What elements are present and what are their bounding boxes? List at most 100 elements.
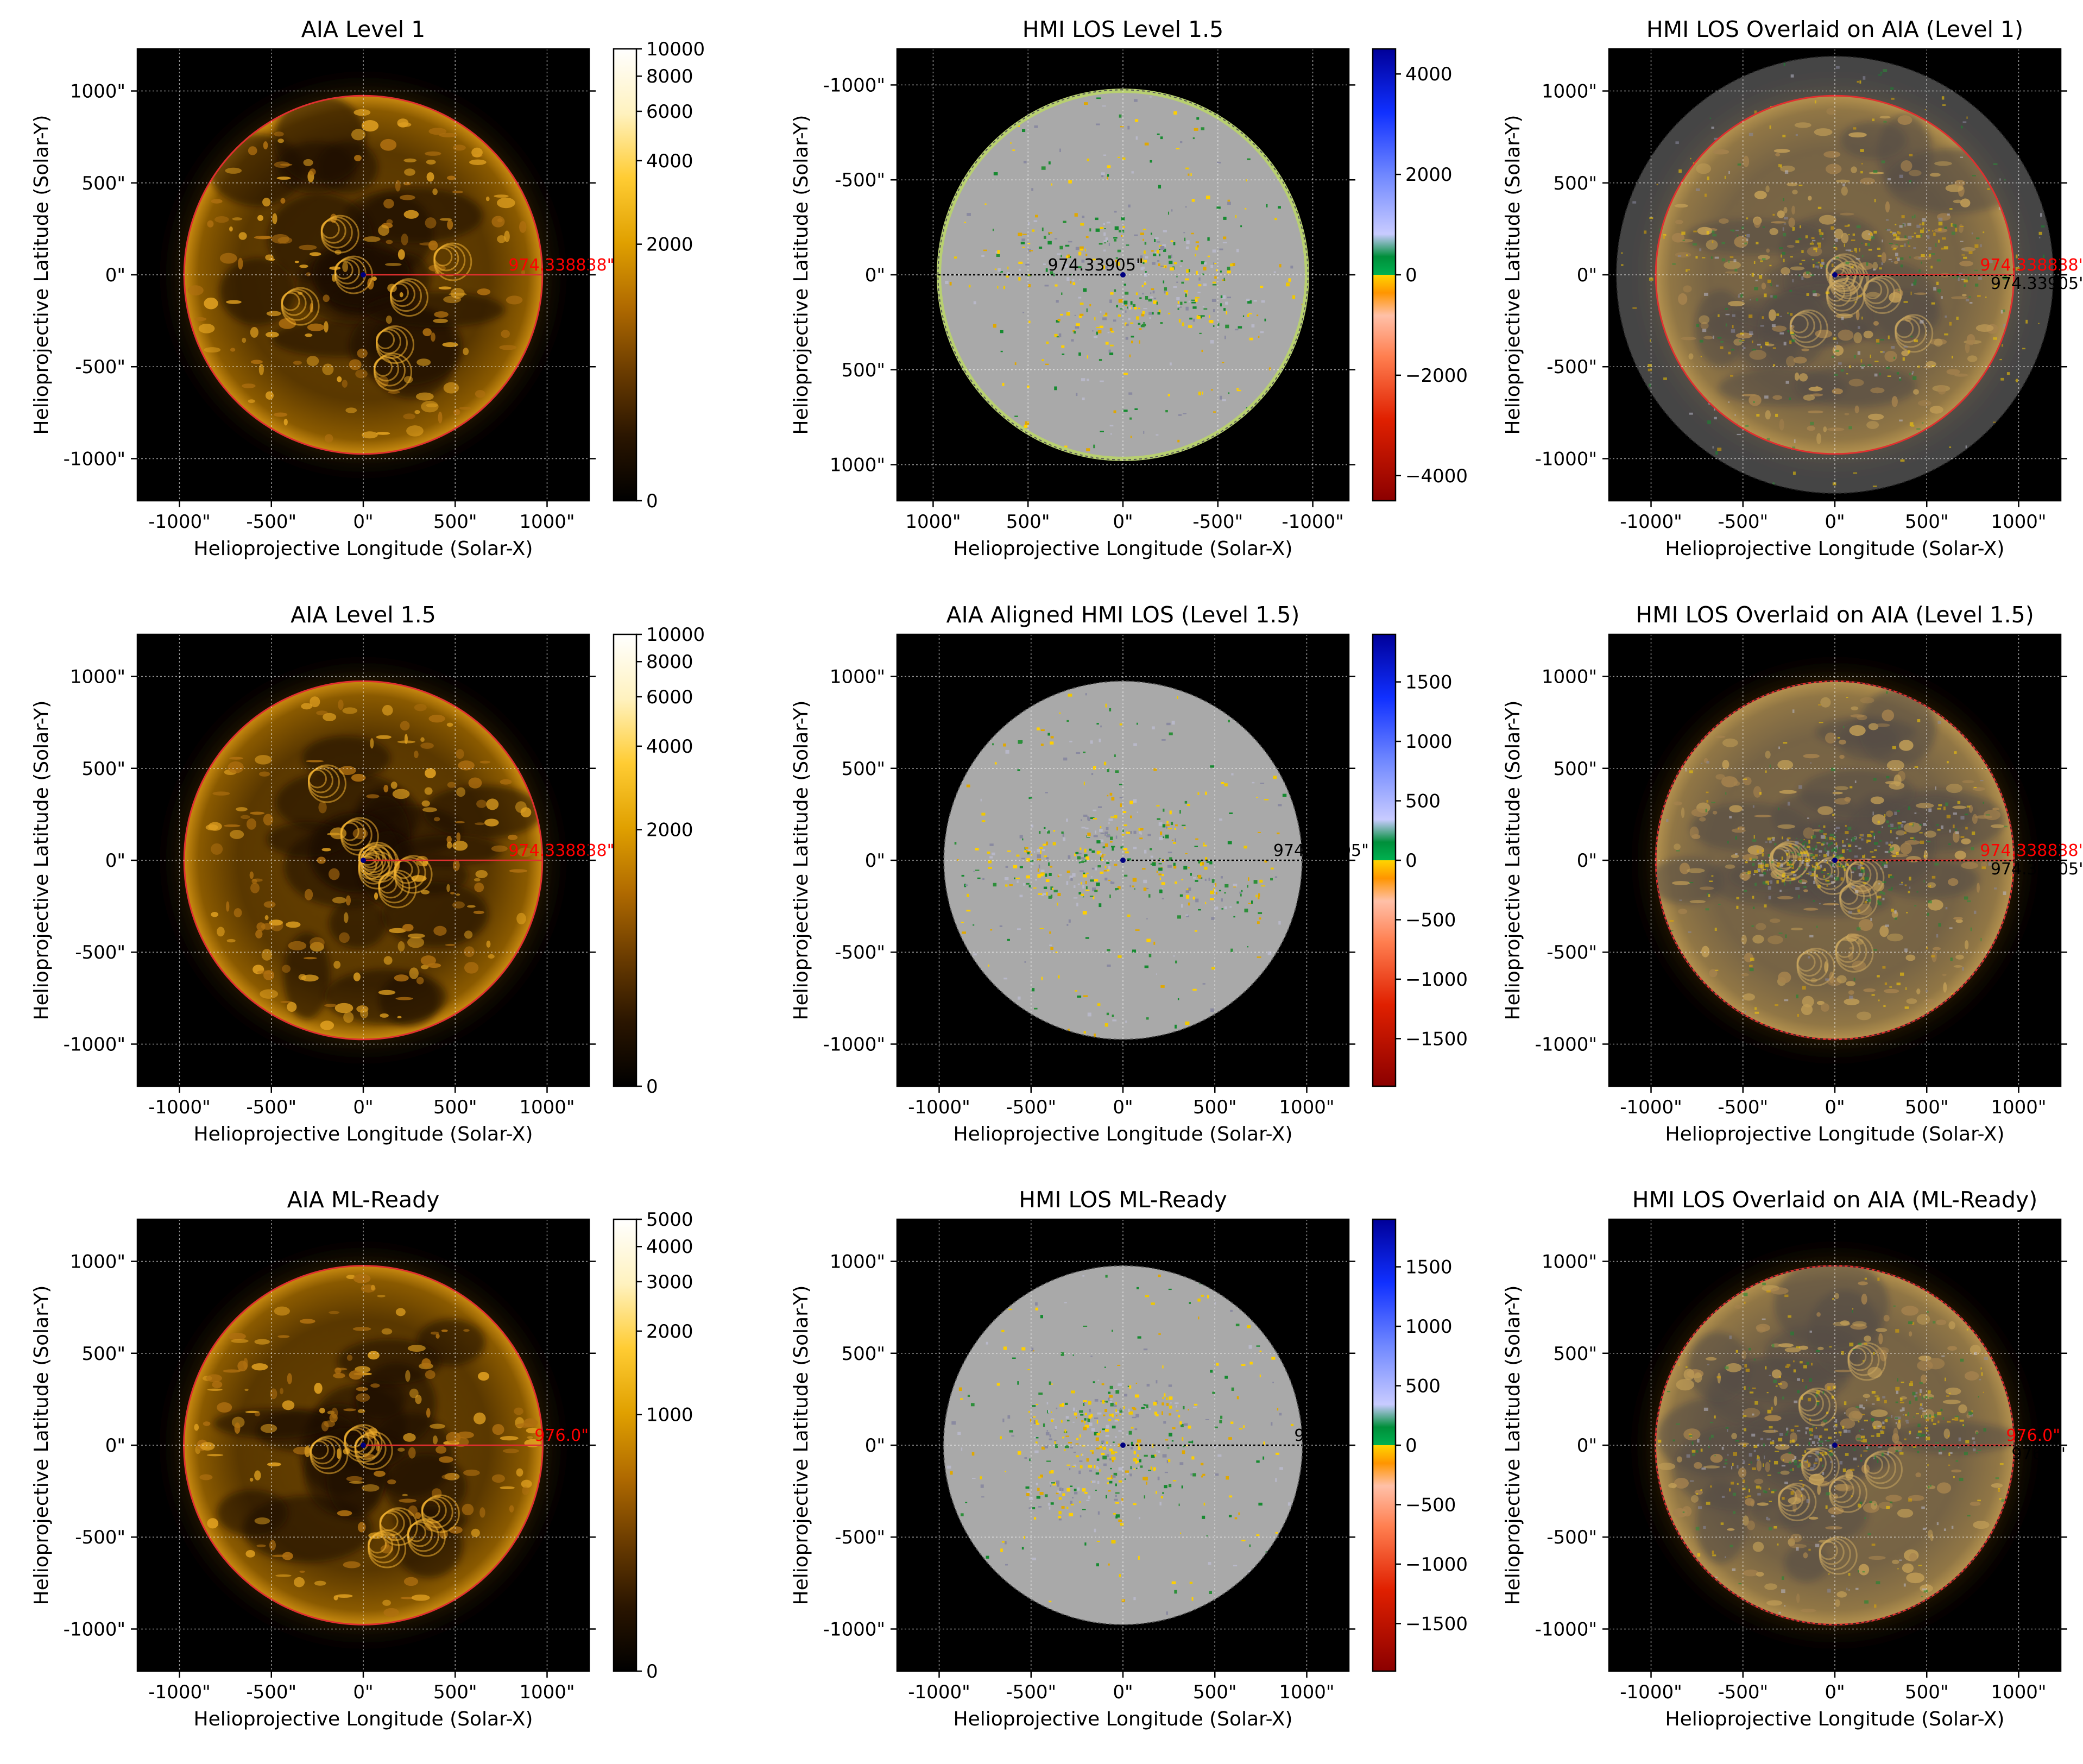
colorbar-tick-label: 2000	[646, 1321, 693, 1343]
x-tick-label: 1000"	[1279, 1097, 1334, 1118]
x-tick-label: 0"	[1825, 511, 1845, 533]
image-layer	[1609, 1219, 2061, 1671]
x-tick-label: -500"	[246, 511, 296, 533]
x-tick-label: 1000"	[1991, 511, 2046, 533]
y-tick-label: 0"	[105, 850, 125, 872]
x-tick-label: -1000"	[908, 1097, 970, 1118]
y-axis-label: Helioprojective Latitude (Solar-Y)	[790, 115, 812, 435]
image-layer	[897, 1219, 1349, 1671]
solar-texture	[1671, 108, 2014, 445]
y-tick-label: -500"	[75, 942, 125, 963]
x-tick-label: 0"	[1113, 1681, 1133, 1703]
x-tick-label: 0"	[353, 1681, 373, 1703]
y-tick-label: 500"	[1553, 758, 1597, 780]
y-tick-label: 1000"	[1542, 81, 1597, 103]
disk-center-marker	[1120, 1442, 1126, 1448]
colorbar: −4000 −2000 0 2000 4000	[1372, 48, 1468, 502]
colorbar-gradient	[1372, 1218, 1397, 1672]
y-tick-label: 0"	[865, 1435, 885, 1457]
y-axis-label: Helioprojective Latitude (Solar-Y)	[790, 1286, 812, 1605]
x-tick-label: -500"	[1006, 1097, 1056, 1118]
y-tick-label: -1000"	[64, 448, 125, 470]
y-tick-label: 1000"	[830, 455, 885, 476]
panel-9: 976.0"976.0" -1000" -500" 0" 500" 1000" -1000"…	[1502, 1187, 2067, 1730]
x-tick-label: 500"	[1193, 1097, 1237, 1118]
x-tick-label: 0"	[1113, 1097, 1133, 1118]
panel-3: 974.338838"974.33905" -1000" -500" 0" 500" 10…	[1502, 16, 2083, 560]
panel-7: 976.0" -1000" -500" 0" 500" 1000" -1000" -500" 0…	[30, 1187, 693, 1730]
colorbar: 0 2000 4000 6000 8000 10000	[613, 39, 705, 512]
y-axis-label: Helioprojective Latitude (Solar-Y)	[1502, 1286, 1524, 1605]
panel-title: HMI LOS Overlaid on AIA (Level 1.5)	[1636, 602, 2034, 628]
x-axis-label: Helioprojective Longitude (Solar-X)	[954, 538, 1293, 560]
colorbar-tick-label: 2000	[646, 820, 693, 841]
image-layer	[897, 634, 1349, 1086]
colorbar-tick-label: 4000	[1405, 64, 1453, 85]
radius-label: 974.33905"	[1991, 274, 2083, 293]
x-tick-label: -500"	[1192, 511, 1243, 533]
colorbar-tick-label: −1000	[1405, 969, 1468, 991]
image-layer	[1609, 49, 2061, 501]
colorbar-tick-label: 6000	[646, 686, 693, 708]
colorbar-tick-label: 8000	[646, 651, 693, 673]
y-tick-label: 500"	[841, 360, 885, 381]
colorbar-tick-label: 500	[1405, 1376, 1441, 1397]
y-tick-label: -500"	[1547, 942, 1597, 963]
x-tick-label: -500"	[1718, 1097, 1768, 1118]
disk-center-marker	[1120, 858, 1126, 863]
colorbar-tick-label: 0	[646, 1661, 658, 1683]
x-tick-label: 1000"	[1991, 1097, 2046, 1118]
x-axis-label: Helioprojective Longitude (Solar-X)	[1665, 1708, 2005, 1730]
colorbar-tick-label: 1500	[1405, 672, 1453, 694]
x-tick-label: 500"	[433, 511, 477, 533]
colorbar-gradient	[613, 633, 637, 1087]
y-tick-label: 0"	[105, 1435, 125, 1457]
magnetogram-texture	[1666, 691, 2014, 1034]
colorbar-tick-label: 2000	[1405, 164, 1453, 186]
x-tick-label: 500"	[1905, 511, 1949, 533]
y-tick-label: -500"	[1547, 1527, 1597, 1548]
radius-label: 974.338838"	[1980, 256, 2083, 275]
colorbar-tick-label: 0	[646, 1076, 658, 1098]
grid	[1609, 1219, 2061, 1671]
x-tick-label: 0"	[353, 511, 373, 533]
colorbar-tick-label: 500	[1405, 791, 1441, 812]
image-layer	[1609, 634, 2061, 1086]
x-tick-label: 500"	[433, 1097, 477, 1118]
x-tick-label: 1000"	[519, 1097, 575, 1118]
solar-texture	[187, 96, 527, 443]
disk-center-marker	[361, 272, 366, 278]
colorbar-tick-label: −1500	[1405, 1028, 1468, 1050]
x-axis-label: Helioprojective Longitude (Solar-X)	[1665, 1123, 2005, 1145]
colorbar: −1500 −1000 −500 0 500 1000 1500	[1372, 633, 1468, 1087]
x-tick-label: 500"	[1905, 1097, 1949, 1118]
colorbar-tick-label: 3000	[646, 1271, 693, 1293]
colorbar-gradient	[1372, 48, 1397, 502]
image-layer	[137, 49, 589, 501]
y-tick-label: 1000"	[70, 1251, 125, 1273]
y-axis-label: Helioprojective Latitude (Solar-Y)	[30, 1286, 53, 1605]
y-tick-label: 500"	[1553, 1343, 1597, 1365]
x-axis-label: Helioprojective Longitude (Solar-X)	[954, 1123, 1293, 1145]
x-tick-label: 500"	[1006, 511, 1050, 533]
y-tick-label: -1000"	[64, 1034, 125, 1055]
solar-texture	[205, 696, 542, 1030]
y-tick-label: -500"	[75, 356, 125, 378]
colorbar: −1500 −1000 −500 0 500 1000 1500	[1372, 1218, 1468, 1672]
x-tick-label: -1000"	[908, 1681, 970, 1703]
x-tick-label: -1000"	[1620, 1097, 1682, 1118]
colorbar-tick-label: −500	[1405, 909, 1456, 931]
colorbar-tick-label: 0	[1405, 850, 1417, 872]
y-axis-label: Helioprojective Latitude (Solar-Y)	[1502, 115, 1524, 435]
panel-title: AIA Level 1	[301, 16, 426, 42]
magnetogram-texture	[1621, 62, 2045, 487]
y-axis-label: Helioprojective Latitude (Solar-Y)	[30, 115, 53, 435]
panel-title: HMI LOS Level 1.5	[1022, 16, 1224, 42]
colorbar-tick-label: 4000	[646, 1236, 693, 1258]
y-tick-label: 500"	[841, 1343, 885, 1365]
image-layer	[137, 1219, 589, 1671]
hmi-limb-circle	[1615, 55, 2054, 494]
radius-label: 974.338838"	[508, 841, 614, 860]
y-tick-label: 0"	[1577, 850, 1597, 872]
